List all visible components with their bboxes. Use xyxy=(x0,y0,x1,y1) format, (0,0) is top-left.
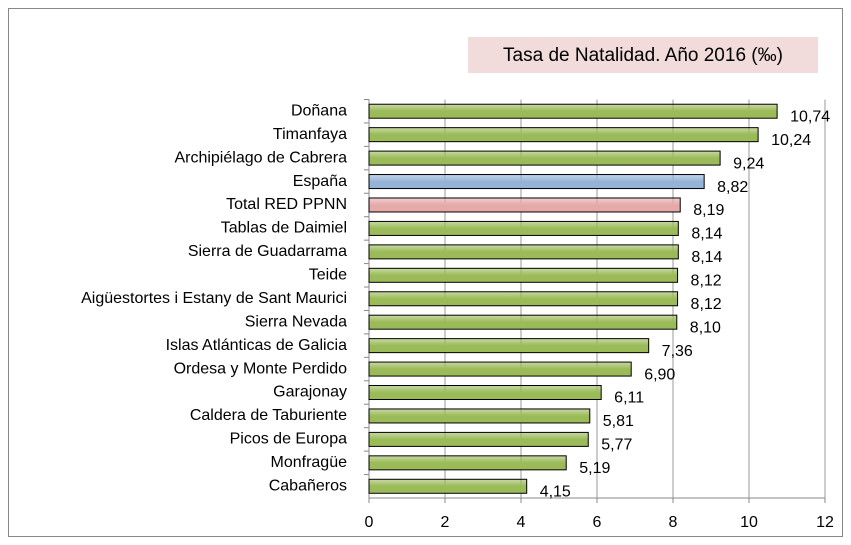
value-label: 10,74 xyxy=(790,108,830,125)
y-tick-label: Cabañeros xyxy=(269,477,347,494)
value-label: 8,12 xyxy=(691,273,722,290)
bar xyxy=(368,478,528,494)
bar xyxy=(368,408,591,424)
value-label: 8,10 xyxy=(690,319,721,336)
x-tick-label: 12 xyxy=(816,514,834,531)
value-label: 8,82 xyxy=(717,179,748,196)
x-tick-label: 4 xyxy=(517,514,526,531)
bar xyxy=(368,244,679,260)
bar xyxy=(368,431,589,447)
x-tick-label: 10 xyxy=(740,514,758,531)
y-tick-label: Monfragüe xyxy=(271,454,348,471)
x-tick-label: 2 xyxy=(441,514,450,531)
bar xyxy=(368,314,678,330)
y-tick-label: Caldera de Taburiente xyxy=(190,407,347,424)
value-label: 5,77 xyxy=(601,437,632,454)
x-tick-label: 8 xyxy=(669,514,678,531)
bar xyxy=(368,338,650,354)
chart-title: Tasa de Natalidad. Año 2016 (‰) xyxy=(503,45,783,66)
value-label: 9,24 xyxy=(733,155,764,172)
value-label: 8,14 xyxy=(691,226,722,243)
y-tick-label: Garajonay xyxy=(273,384,347,401)
value-label: 4,15 xyxy=(540,483,571,500)
bar xyxy=(368,291,679,307)
bar xyxy=(368,455,567,471)
bar xyxy=(368,103,778,119)
value-label: 6,90 xyxy=(644,366,675,383)
bar xyxy=(368,267,679,283)
bar xyxy=(368,361,632,377)
bar xyxy=(368,220,679,236)
y-tick-label: Ordesa y Monte Perdido xyxy=(174,360,348,377)
y-tick-label: Timanfaya xyxy=(273,126,347,143)
value-label: 10,24 xyxy=(771,132,811,149)
x-tick-label: 6 xyxy=(593,514,602,531)
title-box xyxy=(468,37,818,73)
y-tick-label: Sierra Nevada xyxy=(245,313,347,330)
value-label: 7,36 xyxy=(662,343,693,360)
value-label: 8,12 xyxy=(691,296,722,313)
y-tick-label: Sierra de Guadarrama xyxy=(188,243,347,260)
value-label: 8,19 xyxy=(693,202,724,219)
y-tick-label: Tablas de Daimiel xyxy=(221,220,347,237)
bar xyxy=(368,127,759,143)
value-label: 5,81 xyxy=(603,413,634,430)
bar xyxy=(368,385,602,401)
y-tick-label: Doñana xyxy=(291,102,347,119)
bar xyxy=(368,150,721,166)
y-tick-label: Islas Atlánticas de Galicia xyxy=(166,337,348,354)
bar xyxy=(368,174,705,190)
y-tick-label: Total RED PPNN xyxy=(226,196,347,213)
y-tick-label: España xyxy=(293,173,347,190)
x-tick-label: 0 xyxy=(365,514,374,531)
value-label: 8,14 xyxy=(691,249,722,266)
y-tick-label: Teide xyxy=(309,267,347,284)
bar xyxy=(368,197,681,213)
y-tick-label: Aigüestortes i Estany de Sant Maurici xyxy=(81,290,347,307)
y-tick-label: Archipiélago de Cabrera xyxy=(174,149,347,166)
value-label: 5,19 xyxy=(579,460,610,477)
value-label: 6,11 xyxy=(614,390,644,407)
y-tick-label: Picos de Europa xyxy=(230,431,348,448)
